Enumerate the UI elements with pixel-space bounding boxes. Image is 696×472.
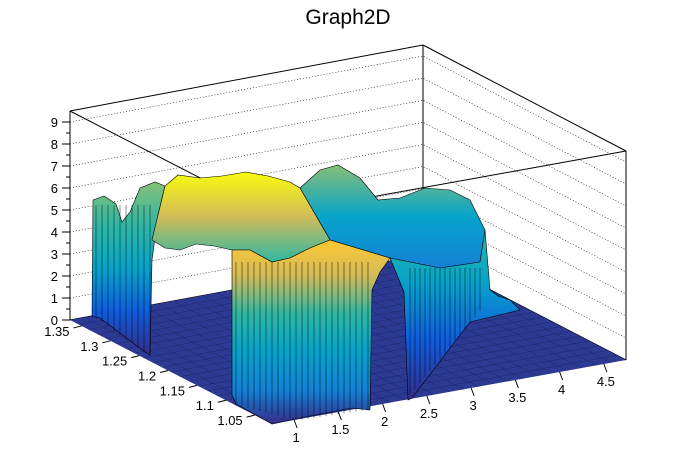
y-tick-label: 1.35 bbox=[44, 324, 69, 339]
x-axis-ticks: 1 1.5 2 2.5 3 3.5 4 4.5 bbox=[293, 363, 615, 445]
y-tick-label: 1.1 bbox=[196, 398, 214, 413]
z-tick-label: 8 bbox=[51, 137, 58, 152]
x-tick-label: 1 bbox=[293, 430, 300, 445]
y-axis-ticks: 1.051.1 1.15 1.2 1.25 1.3 1.35 bbox=[44, 324, 255, 428]
z-tick-label: 5 bbox=[51, 203, 58, 218]
y-tick-mark bbox=[246, 414, 255, 418]
y-tick-mark bbox=[159, 370, 169, 373]
y-tick-mark bbox=[102, 340, 111, 344]
surface-mesh bbox=[95, 205, 481, 420]
y-tick-mark bbox=[131, 355, 140, 359]
x-tick-label: 2 bbox=[381, 414, 388, 429]
y-tick-label: 1.15 bbox=[160, 383, 185, 398]
y-tick-mark bbox=[188, 384, 198, 388]
z-tick-label: 1 bbox=[51, 291, 58, 306]
z-tick-label: 4 bbox=[51, 225, 58, 240]
x-tick-mark bbox=[382, 403, 387, 413]
y-tick-label: 1.2 bbox=[138, 369, 156, 384]
x-tick-label: 4 bbox=[558, 382, 565, 397]
z-tick-label: 3 bbox=[51, 247, 58, 262]
x-tick-label: 3 bbox=[470, 398, 477, 413]
x-tick-mark bbox=[603, 363, 608, 373]
x-tick-mark bbox=[559, 371, 564, 381]
x-tick-mark bbox=[514, 379, 519, 389]
back-top-edge-right bbox=[422, 44, 627, 152]
y-tick-mark bbox=[217, 399, 226, 403]
x-tick-mark bbox=[470, 387, 475, 397]
x-tick-mark bbox=[337, 411, 342, 421]
grid-line bbox=[69, 55, 627, 163]
y-tick-label: 1.05 bbox=[217, 413, 242, 428]
y-tick-label: 1.25 bbox=[102, 354, 127, 369]
x-tick-mark bbox=[426, 395, 431, 405]
grid-line bbox=[69, 77, 627, 185]
y-tick-mark bbox=[73, 325, 82, 329]
y-tick-label: 1.3 bbox=[80, 339, 98, 354]
z-tick-label: 2 bbox=[51, 269, 58, 284]
z-tick-label: 7 bbox=[51, 159, 58, 174]
x-tick-label: 3.5 bbox=[508, 390, 526, 405]
z-tick-label: 0 bbox=[51, 313, 58, 328]
z-tick-label: 6 bbox=[51, 181, 58, 196]
surface-center-wall bbox=[231, 239, 391, 425]
z-axis-ticks: 0 1 2 3 4 5 6 7 8 9 bbox=[51, 115, 70, 328]
x-tick-mark bbox=[293, 419, 298, 429]
surface-body bbox=[91, 164, 521, 425]
x-tick-label: 4.5 bbox=[597, 374, 615, 389]
z-tick-label: 9 bbox=[51, 115, 58, 130]
x-tick-label: 1.5 bbox=[331, 422, 349, 437]
back-top-edge-left bbox=[69, 44, 424, 112]
x-tick-label: 2.5 bbox=[420, 406, 438, 421]
chart-title: Graph2D bbox=[305, 6, 391, 29]
